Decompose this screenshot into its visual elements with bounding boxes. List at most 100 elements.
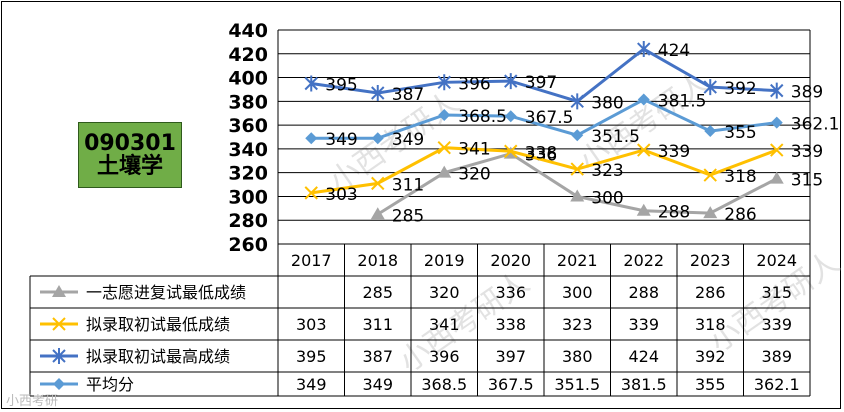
source-credit: 小西考研 [6, 394, 59, 409]
series-line [311, 146, 778, 195]
x-tick-label: 2024 [756, 251, 797, 270]
legend-label: 一志愿进复试最低成绩 [86, 283, 246, 302]
data-point [305, 132, 318, 145]
data-label: 349 [392, 130, 424, 150]
data-point [504, 110, 517, 123]
table-cell: 380 [562, 347, 593, 366]
data-label: 351.5 [591, 127, 640, 147]
table-cell: 339 [628, 315, 659, 334]
data-label: 381.5 [658, 92, 707, 112]
y-tick-label: 320 [228, 163, 268, 185]
table-cell: 389 [761, 347, 792, 366]
y-tick-label: 380 [228, 91, 268, 113]
data-label: 368.5 [458, 107, 507, 127]
data-label: 395 [325, 76, 357, 96]
data-point [571, 129, 584, 142]
data-point [570, 93, 584, 110]
data-point [437, 74, 451, 91]
x-tick-label: 2019 [424, 251, 465, 270]
series-line [311, 97, 777, 140]
data-point [637, 41, 651, 58]
major-badge: 090301 土壤学 [78, 122, 182, 188]
table-cell: 320 [429, 283, 460, 302]
table-cell: 396 [429, 347, 460, 366]
x-tick-label: 2022 [623, 251, 664, 270]
data-label: 285 [392, 206, 424, 226]
y-tick-label: 360 [228, 115, 268, 137]
data-point [636, 203, 651, 216]
y-tick-label: 340 [228, 139, 268, 161]
data-label: 320 [458, 165, 490, 185]
table-cell: 288 [628, 283, 659, 302]
data-label: 311 [392, 175, 424, 195]
y-tick-label: 280 [228, 210, 268, 232]
data-point [304, 75, 318, 92]
y-tick-label: 300 [228, 186, 268, 208]
data-label: 380 [591, 93, 623, 113]
table-cell: 286 [695, 283, 726, 302]
table-cell: 368.5 [421, 375, 467, 394]
y-tick-label: 440 [228, 20, 268, 42]
table-cell: 311 [362, 315, 393, 334]
data-label: 339 [791, 142, 823, 162]
data-point [637, 93, 650, 106]
table-cell: 300 [562, 283, 593, 302]
x-tick-label: 2023 [690, 251, 731, 270]
data-label: 315 [791, 171, 823, 191]
table-cell: 349 [296, 375, 327, 394]
data-point [703, 168, 717, 182]
data-label: 389 [791, 83, 823, 103]
data-label: 349 [325, 130, 357, 150]
data-point [770, 143, 784, 157]
data-label: 392 [724, 79, 756, 99]
table-cell: 395 [296, 347, 327, 366]
data-point [437, 165, 452, 178]
major-name: 土壤学 [96, 154, 163, 179]
data-label: 387 [392, 85, 424, 105]
table-cell: 336 [495, 283, 526, 302]
legend-label: 拟录取初试最低成绩 [86, 315, 230, 334]
table-cell: 387 [362, 347, 393, 366]
legend-marker [53, 378, 65, 390]
data-label: 339 [658, 142, 690, 162]
data-point [770, 116, 783, 129]
legend-marker [52, 348, 66, 364]
x-tick-label: 2018 [357, 251, 398, 270]
data-label: 367.5 [525, 108, 574, 128]
data-label: 286 [724, 205, 756, 225]
x-tick-label: 2017 [291, 251, 332, 270]
data-point [504, 144, 518, 158]
table-cell: 367.5 [488, 375, 534, 394]
data-point [371, 85, 385, 102]
data-point [570, 189, 585, 202]
data-label: 362.1 [791, 115, 840, 135]
data-point [304, 186, 318, 200]
legend-marker [52, 285, 66, 297]
table-cell: 285 [362, 283, 393, 302]
data-label: 300 [591, 188, 623, 208]
table-cell: 381.5 [621, 375, 667, 394]
y-tick-label: 260 [228, 234, 268, 256]
table-cell: 392 [695, 347, 726, 366]
x-tick-label: 2020 [490, 251, 531, 270]
series-line [376, 152, 778, 216]
data-label: 355 [724, 123, 756, 143]
data-label: 318 [724, 167, 756, 187]
data-label: 338 [525, 143, 557, 163]
table-cell: 349 [362, 375, 393, 394]
data-point [703, 206, 718, 219]
table-cell: 338 [495, 315, 526, 334]
table-cell: 397 [495, 347, 526, 366]
table-cell: 318 [695, 315, 726, 334]
data-point [437, 140, 451, 155]
table-cell: 339 [761, 315, 792, 334]
data-point [438, 109, 451, 122]
table-cell: 323 [562, 315, 593, 334]
data-label: 341 [458, 140, 490, 160]
data-point [370, 207, 385, 220]
data-point [769, 171, 784, 184]
data-point [703, 79, 717, 96]
y-tick-label: 420 [228, 44, 268, 66]
